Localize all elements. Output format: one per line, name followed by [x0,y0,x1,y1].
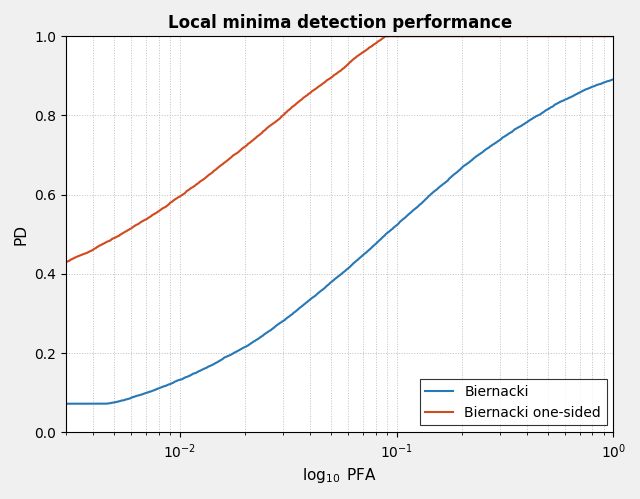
Biernacki one-sided [540,33,548,39]
Biernacki [125,396,132,402]
Biernacki one-sided [272,118,280,124]
Biernacki [599,80,607,86]
Legend: Biernacki, Biernacki one-sided: Biernacki, Biernacki one-sided [420,379,607,425]
Line: Biernacki one-sided: Biernacki one-sided [66,36,614,262]
Title: Local minima detection performance: Local minima detection performance [168,14,512,32]
Biernacki one-sided [62,259,70,265]
Biernacki [540,109,548,115]
Biernacki [610,76,618,82]
Biernacki one-sided [599,33,607,39]
Biernacki [296,305,303,311]
Biernacki one-sided [157,207,165,213]
Biernacki [157,384,165,390]
Biernacki one-sided [125,227,132,233]
Biernacki [272,323,280,329]
Biernacki [62,401,70,407]
Line: Biernacki: Biernacki [66,79,614,404]
Y-axis label: PD: PD [14,224,29,245]
X-axis label: $\log_{10}$ PFA: $\log_{10}$ PFA [302,466,378,485]
Biernacki one-sided [382,33,390,39]
Biernacki one-sided [610,33,618,39]
Biernacki one-sided [296,98,303,104]
